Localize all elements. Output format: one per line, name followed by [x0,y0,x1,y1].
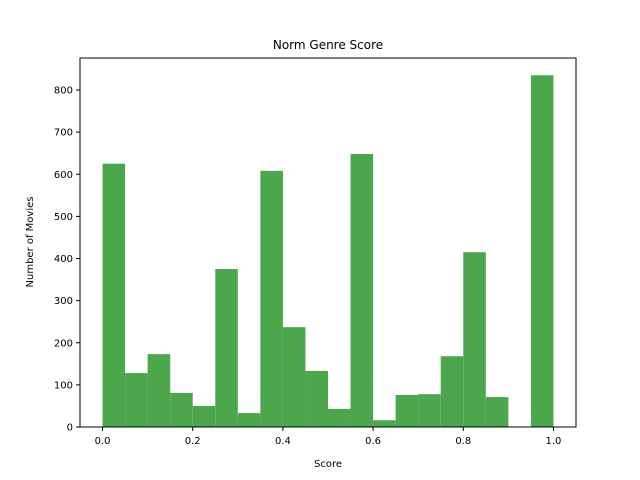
histogram-bar [373,420,396,427]
bars-group [102,75,554,428]
y-tick-label: 300 [54,296,73,307]
histogram-bar [282,327,306,427]
histogram-bar [440,356,464,427]
histogram-bar [125,373,148,427]
y-axis-ticks: 0 100 200 300 400 500 600 700 800 [54,86,80,434]
y-tick-label: 400 [54,254,73,265]
histogram-bar [418,394,441,427]
histogram-bar [192,405,216,427]
x-axis-ticks: 0.0 0.2 0.4 0.6 0.8 1.0 [95,427,562,447]
histogram-bar [102,163,126,428]
histogram-bar [328,408,351,427]
histogram-bar [215,269,238,427]
chart-title: Norm Genre Score [273,38,383,52]
y-tick-label: 500 [54,212,73,223]
histogram-bar [260,170,283,427]
x-axis-label: Score [314,459,342,470]
y-tick-label: 700 [54,128,73,139]
x-tick-label: 0.8 [455,436,471,447]
histogram-bar [463,252,486,427]
histogram-bar [395,394,419,427]
histogram-bar [237,413,261,427]
histogram-bar [305,370,328,427]
x-tick-label: 1.0 [546,436,562,447]
x-tick-label: 0.2 [185,436,201,447]
x-tick-label: 0.6 [365,436,381,447]
y-tick-label: 200 [54,338,73,349]
histogram-bar [170,392,193,427]
y-axis-label: Number of Movies [25,197,36,288]
histogram-bar [530,75,554,428]
y-tick-label: 600 [54,170,73,181]
plot-frame [79,57,577,428]
y-tick-label: 800 [54,86,73,97]
y-tick-label: 100 [54,380,73,391]
histogram-bar [485,397,509,427]
histogram-bar [350,154,374,428]
y-tick-label: 0 [67,423,73,434]
x-tick-label: 0.0 [95,436,111,447]
histogram-bar [147,354,171,427]
x-tick-label: 0.4 [275,436,291,447]
